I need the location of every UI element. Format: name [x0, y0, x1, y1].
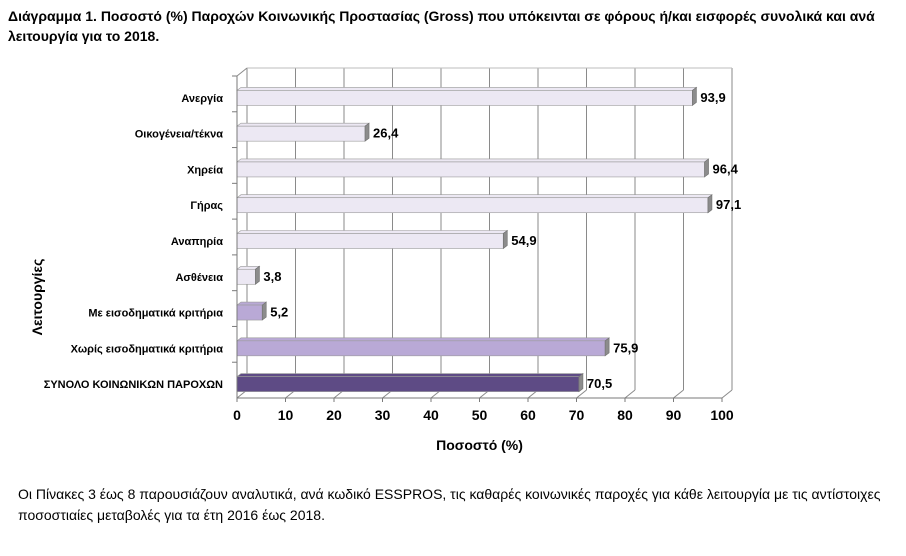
- x-tick-label: 0: [233, 407, 241, 423]
- x-tick-label: 10: [278, 407, 294, 423]
- bar-end-face: [364, 122, 370, 142]
- x-tick-label: 40: [423, 407, 439, 423]
- category-label: Με εισοδηματικά κριτήρια: [88, 308, 223, 320]
- value-label: 75,9: [613, 340, 638, 355]
- bar-7: [236, 301, 268, 321]
- footnote-text: Οι Πίνακες 3 έως 8 παρουσιάζουν αναλυτικ…: [18, 486, 881, 523]
- value-label: 70,5: [587, 376, 612, 391]
- bar-6: [236, 265, 261, 285]
- value-label: 96,4: [713, 161, 739, 176]
- bar-top-face: [236, 194, 713, 199]
- bar-front-face: [236, 340, 606, 357]
- value-label: 97,1: [716, 197, 741, 212]
- grid-layer: [236, 67, 733, 399]
- bar-top-face: [236, 301, 268, 306]
- bar-front-face: [236, 197, 709, 214]
- bar-top-face: [236, 87, 698, 91]
- bar-chart: 93,9 Ανεργία 26,4 Οικογένεια/τέκνα 96,4 Χηρεί…: [29, 67, 742, 453]
- category-label: Αναπηρία: [171, 236, 223, 248]
- gridline-floor-90: [673, 389, 684, 399]
- category-label: Γήρας: [190, 200, 223, 212]
- y-axis-title: Λειτουργίες: [29, 259, 45, 336]
- bar-9: [236, 373, 584, 393]
- bar-4: [236, 194, 713, 214]
- bars-layer: [236, 86, 713, 393]
- bar-front-face: [236, 268, 256, 285]
- bar-front-face: [236, 376, 580, 392]
- bar-end-face: [707, 194, 713, 214]
- chart-caption: Διάγραμμα 1. Ποσοστό (%) Παροχών Κοινωνι…: [8, 6, 900, 46]
- value-label: 5,2: [270, 305, 288, 320]
- bar-8: [236, 337, 611, 357]
- bar-front-face: [236, 90, 693, 106]
- axis-layer: 0 10 20 30 40 50 60 70 80 90 100 Ποσοστό (%) Λειτουρ…: [29, 75, 734, 453]
- bar-top-face: [236, 230, 509, 234]
- bar-front-face: [236, 304, 263, 321]
- bar-end-face: [604, 337, 610, 357]
- value-label: 54,9: [511, 233, 536, 248]
- x-tick-label: 30: [375, 407, 391, 423]
- bar-top-face: [236, 373, 584, 377]
- category-label: Χηρεία: [187, 164, 223, 176]
- x-tick-label: 90: [666, 407, 682, 423]
- bar-end-face: [704, 158, 709, 178]
- category-label: Χωρίς εισοδηματικά κριτήρια: [71, 343, 224, 355]
- bar-front-face: [236, 125, 366, 142]
- bar-end-face: [578, 373, 584, 393]
- x-tick-label: 60: [520, 407, 536, 423]
- category-label: Οικογένεια/τέκνα: [135, 129, 224, 141]
- category-label: ΣΥΝΟΛΟ ΚΟΙΝΩΝΙΚΩΝ ΠΑΡΟΧΩΝ: [44, 379, 223, 391]
- x-axis-title: Ποσοστό (%): [436, 437, 523, 453]
- bar-5: [236, 229, 509, 250]
- bar-top-face: [236, 122, 370, 127]
- bar-1: [236, 86, 698, 106]
- bar-top-face: [236, 337, 611, 342]
- value-label: 93,9: [700, 90, 725, 105]
- caption-text: Ποσοστό (%) Παροχών Κοινωνικής Προστασία…: [8, 8, 875, 44]
- bar-top-face: [236, 158, 710, 163]
- x-tick-label: 100: [710, 407, 734, 423]
- caption-number: Διάγραμμα 1.: [8, 8, 97, 24]
- bar-end-face: [692, 86, 697, 106]
- category-label: Ασθένεια: [175, 272, 223, 284]
- value-label: 26,4: [373, 126, 399, 141]
- bar-front-face: [236, 233, 504, 249]
- x-tick-label: 50: [472, 407, 488, 423]
- bar-end-face: [255, 265, 260, 285]
- gridline-floor-100: [721, 389, 733, 399]
- value-label: 3,8: [263, 269, 281, 284]
- bar-front-face: [236, 161, 705, 178]
- back-wall-corner: [236, 67, 248, 77]
- x-tick-label: 80: [617, 407, 633, 423]
- bar-end-face: [261, 301, 267, 321]
- gridline-floor-70: [576, 389, 587, 399]
- category-label: Ανεργία: [181, 93, 223, 105]
- bar-3: [236, 158, 710, 178]
- x-tick-label: 20: [326, 407, 342, 423]
- bar-end-face: [502, 229, 508, 250]
- labels-layer: 93,9 Ανεργία 26,4 Οικογένεια/τέκνα 96,4 Χηρεί…: [44, 90, 742, 391]
- bar-2: [236, 122, 370, 142]
- x-tick-label: 70: [569, 407, 585, 423]
- gridline-floor-80: [624, 389, 636, 399]
